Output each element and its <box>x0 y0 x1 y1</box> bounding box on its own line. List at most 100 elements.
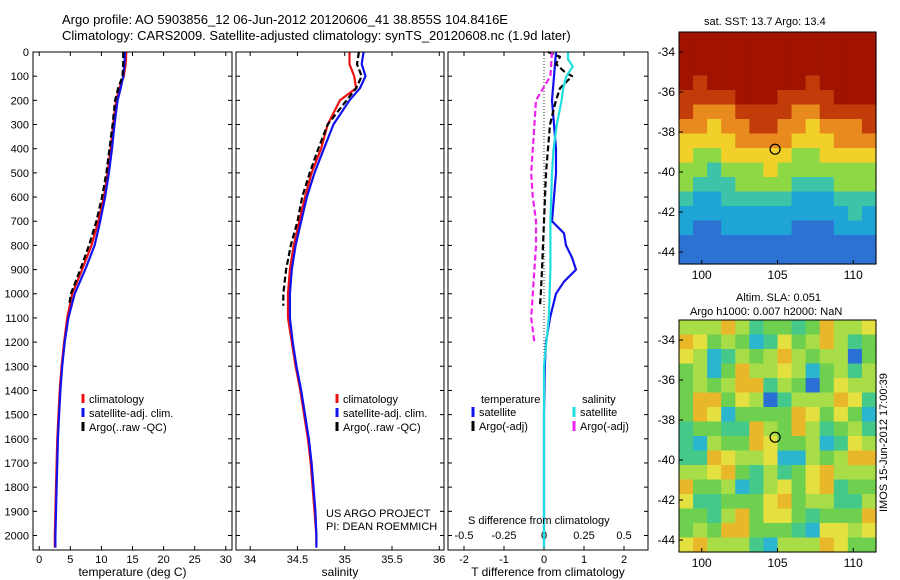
map-cell <box>819 162 835 178</box>
map-cell <box>679 508 694 524</box>
y-tick-label: 1000 <box>5 289 29 301</box>
x-tick-label: 36 <box>433 554 445 566</box>
map-cell <box>805 148 821 164</box>
map-cell <box>679 61 694 77</box>
map-cell <box>707 90 722 106</box>
map-cell <box>777 537 793 553</box>
map-cell <box>721 90 736 106</box>
x-tick-label: -2 <box>459 554 469 566</box>
map-cell <box>833 75 849 91</box>
map-y-tick-label: -34 <box>658 333 676 347</box>
map-cell <box>679 46 694 62</box>
y-tick-label: 1700 <box>5 458 29 470</box>
map-cell <box>847 436 863 452</box>
map-cell <box>819 191 835 207</box>
map-cell <box>847 191 863 207</box>
map-cell <box>679 104 694 120</box>
map-y-tick-label: -44 <box>658 533 676 547</box>
map-cell <box>847 320 863 336</box>
map-cell <box>805 392 821 408</box>
map-cell <box>749 465 765 481</box>
map-cell <box>819 249 835 265</box>
map-cell <box>679 90 694 106</box>
map-cell <box>861 75 877 91</box>
map-cell <box>693 32 708 48</box>
map-cell <box>679 363 694 379</box>
map-cell <box>777 191 793 207</box>
map-cell <box>819 177 835 193</box>
map-cell <box>763 104 779 120</box>
map-cell <box>707 363 722 379</box>
map-cell <box>679 334 694 350</box>
map-cell <box>707 421 722 437</box>
map-cell <box>749 148 765 164</box>
map-cell <box>861 32 877 48</box>
salinity-panel: 34 34.5 35 35.5 36 salinity climatology satelli… <box>235 51 445 579</box>
map-cell <box>749 523 765 539</box>
map-cell <box>763 177 779 193</box>
map-cell <box>735 421 750 437</box>
map-cell <box>833 450 849 466</box>
map-cell <box>861 46 877 62</box>
map-cell <box>847 61 863 77</box>
map-cell <box>693 249 708 265</box>
map-cell <box>805 349 821 365</box>
map-cell <box>861 61 877 77</box>
series-line-satellite-adj-clim- <box>54 51 127 548</box>
map-cell <box>777 206 793 222</box>
map-cell <box>763 363 779 379</box>
y-tick-label: 900 <box>11 265 29 277</box>
x-tick-label: 10 <box>95 554 107 566</box>
map-cell <box>777 421 793 437</box>
map-cell <box>749 75 765 91</box>
map-cell <box>833 206 849 222</box>
map-x-tick-label: 100 <box>692 268 712 282</box>
map-cell <box>679 320 694 336</box>
map-cell <box>777 162 793 178</box>
map-cell <box>805 61 821 77</box>
map-y-tick-label: -40 <box>658 453 676 467</box>
map-cell <box>721 220 736 236</box>
legend-label: climatology <box>89 394 145 406</box>
map-cell <box>819 508 835 524</box>
map-y-tick-label: -44 <box>658 245 676 259</box>
map-cell <box>777 378 793 394</box>
map-cell <box>791 61 807 77</box>
map-cell <box>693 148 708 164</box>
map-cell <box>805 119 821 135</box>
map-cell <box>847 363 863 379</box>
map-cell <box>763 508 779 524</box>
map-cell <box>861 479 877 495</box>
map-cell <box>721 235 736 251</box>
map-cell <box>721 378 736 394</box>
map-cell <box>861 320 877 336</box>
map-cell <box>693 334 708 350</box>
map-cell <box>805 523 821 539</box>
map-cell <box>819 148 835 164</box>
map-cell <box>847 421 863 437</box>
map-cell <box>791 392 807 408</box>
map-cell <box>763 450 779 466</box>
map-cell <box>805 249 821 265</box>
map-cell <box>749 508 765 524</box>
map-cell <box>693 537 708 553</box>
map-cell <box>721 523 736 539</box>
map-cell <box>819 349 835 365</box>
y-tick-label: 200 <box>11 95 29 107</box>
y-tick-label: 1500 <box>5 410 29 422</box>
map-cell <box>861 537 877 553</box>
map-cell <box>679 191 694 207</box>
map-cell <box>861 104 877 120</box>
map-cell <box>721 133 736 149</box>
map-cell <box>861 249 877 265</box>
map-cell <box>847 220 863 236</box>
map-cell <box>833 494 849 510</box>
map-cell <box>777 334 793 350</box>
map-cell <box>707 479 722 495</box>
map-cell <box>777 407 793 423</box>
map-cell <box>749 162 765 178</box>
map-cell <box>707 75 722 91</box>
map-cell <box>847 162 863 178</box>
map-cell <box>735 75 750 91</box>
series-line-climatology <box>286 52 358 548</box>
